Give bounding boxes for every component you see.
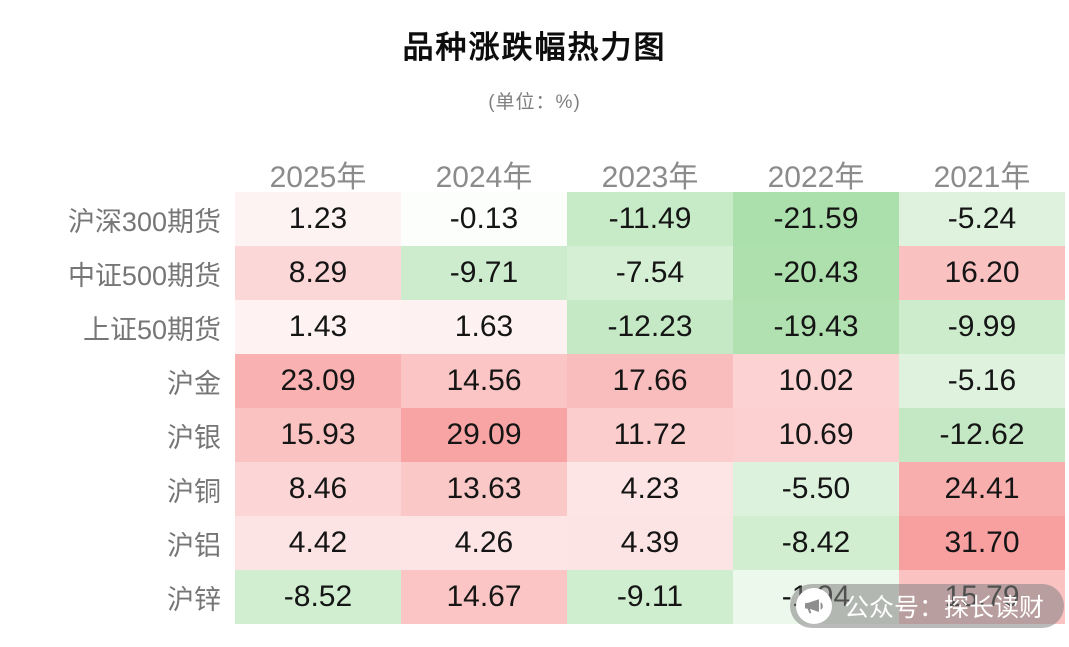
- row-label: 沪金: [167, 368, 221, 399]
- column-header: 2022年: [767, 161, 865, 194]
- heatmap-cell: 1.63: [401, 300, 567, 354]
- heatmap-cell: -20.43: [733, 246, 899, 300]
- row-label: 沪深300期货: [67, 206, 221, 237]
- heatmap-cell: -9.71: [401, 246, 567, 300]
- column-header: 2025年: [269, 161, 367, 194]
- chart-unit-label: (单位：%): [488, 92, 581, 113]
- heatmap-cell: -5.16: [899, 354, 1065, 408]
- watermark-pill: 公众号：探长读财: [789, 584, 1064, 628]
- heatmap-cell: -8.42: [733, 516, 899, 570]
- heatmap-cell: -21.59: [733, 192, 899, 246]
- watermark-text: 公众号：探长读财: [843, 594, 1044, 622]
- row-label: 中证500期货: [67, 260, 221, 291]
- heatmap-grid: 2025年 2024年 2023年 2022年 2021年沪深300期货 1.23 -0.1…: [3, 138, 1069, 624]
- heatmap-cell: -7.54: [567, 246, 733, 300]
- heatmap-cell: 1.43: [235, 300, 401, 354]
- column-header: 2021年: [933, 161, 1031, 194]
- heatmap-cell: 24.41: [899, 462, 1065, 516]
- heatmap-cell: 8.46: [235, 462, 401, 516]
- column-header: 2024年: [435, 161, 533, 194]
- heatmap-cell: -9.99: [899, 300, 1065, 354]
- heatmap-cell: -12.23: [567, 300, 733, 354]
- heatmap-cell: 14.67: [401, 570, 567, 624]
- row-label: 沪铝: [167, 530, 221, 561]
- heatmap-cell: 1.23: [235, 192, 401, 246]
- row-label: 沪银: [167, 422, 221, 453]
- row-label: 上证50期货: [82, 314, 221, 345]
- column-header: 2023年: [601, 161, 699, 194]
- megaphone-icon: [795, 588, 832, 624]
- heatmap-cell: 15.93: [235, 408, 401, 462]
- heatmap-cell: 8.29: [235, 246, 401, 300]
- row-label: 沪锌: [167, 584, 221, 615]
- heatmap-cell: 10.02: [733, 354, 899, 408]
- heatmap-cell: -5.24: [899, 192, 1065, 246]
- heatmap-cell: 4.23: [567, 462, 733, 516]
- heatmap-cell: -8.52: [235, 570, 401, 624]
- heatmap-cell: 11.72: [567, 408, 733, 462]
- heatmap-cell: -5.50: [733, 462, 899, 516]
- chart-title: 品种涨跌幅热力图: [402, 30, 667, 65]
- heatmap-cell: 14.56: [401, 354, 567, 408]
- heatmap-cell: -12.62: [899, 408, 1065, 462]
- heatmap-cell: -11.49: [567, 192, 733, 246]
- heatmap-cell: 29.09: [401, 408, 567, 462]
- heatmap-cell: -9.11: [567, 570, 733, 624]
- heatmap-cell: 10.69: [733, 408, 899, 462]
- heatmap-cell: 16.20: [899, 246, 1065, 300]
- heatmap-cell: 31.70: [899, 516, 1065, 570]
- heatmap-cell: 4.26: [401, 516, 567, 570]
- heatmap-cell: 13.63: [401, 462, 567, 516]
- heatmap-cell: 4.39: [567, 516, 733, 570]
- heatmap-cell: -19.43: [733, 300, 899, 354]
- heatmap-cell: 17.66: [567, 354, 733, 408]
- heatmap-cell: 23.09: [235, 354, 401, 408]
- row-label: 沪铜: [167, 476, 221, 507]
- heatmap-cell: 4.42: [235, 516, 401, 570]
- heatmap-cell: -0.13: [401, 192, 567, 246]
